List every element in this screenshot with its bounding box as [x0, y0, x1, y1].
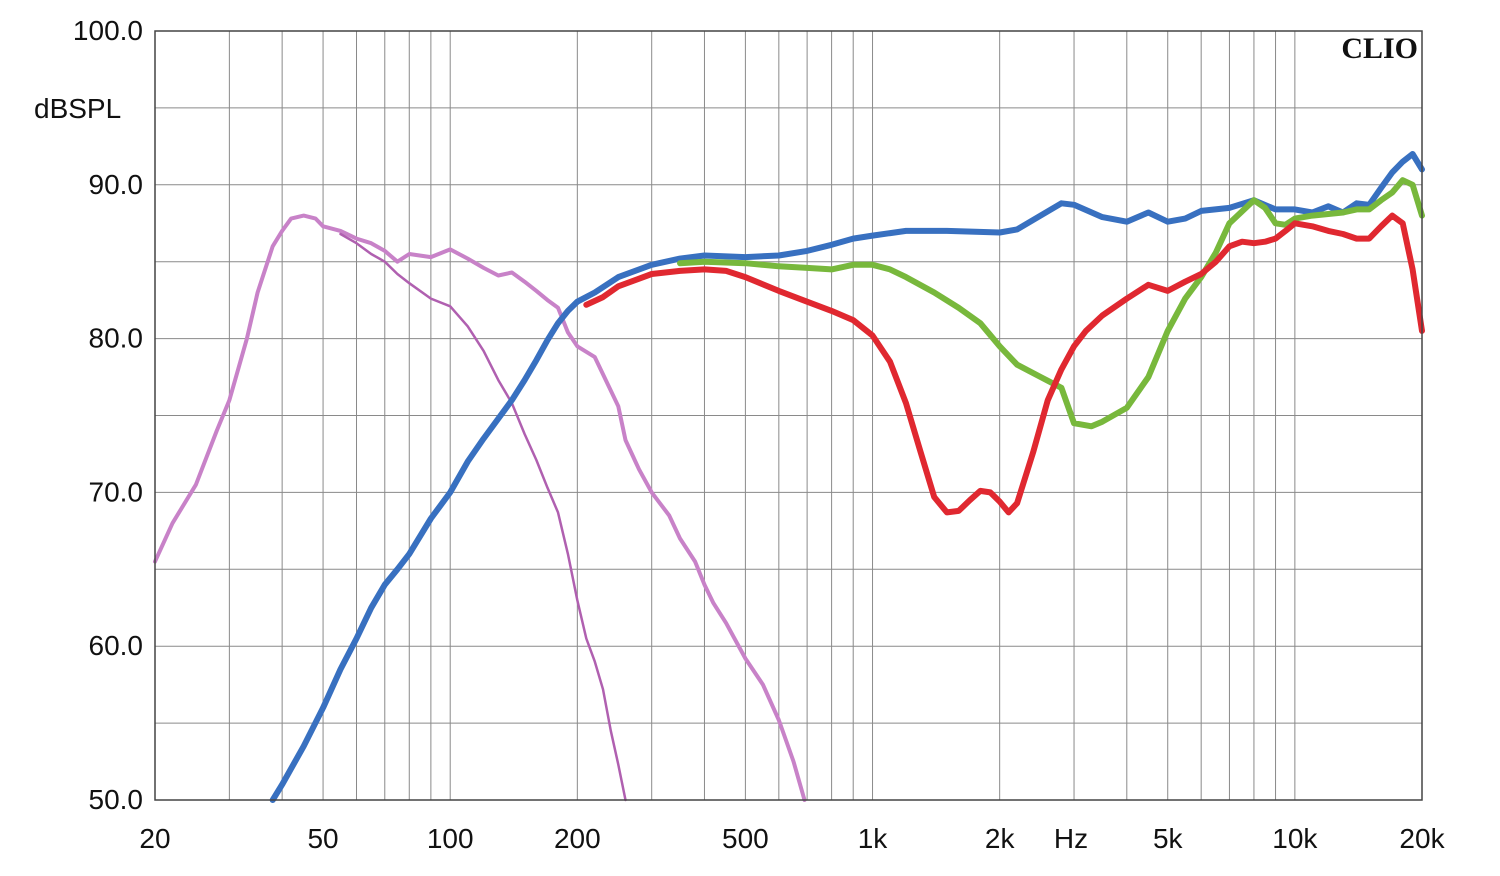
plot-area-frame [154, 30, 1423, 801]
x-tick-label: 1k [858, 823, 889, 854]
series-lines [153, 151, 1425, 803]
x-tick-label: 20k [1399, 823, 1445, 854]
y-tick-label: 100.0 [73, 15, 143, 46]
y-tick-label: 90.0 [89, 169, 144, 200]
y-axis-tick-labels: 50.0 60.0 70.0 80.0 90.0 100.0 [73, 15, 143, 815]
x-tick-label: 5k [1153, 823, 1184, 854]
series-line-4 [677, 177, 1425, 430]
x-axis-tick-labels: 20 50 100 200 500 1k 2k 5k 10k 20k [139, 823, 1445, 854]
x-tick-label: 10k [1272, 823, 1318, 854]
series-line-3 [269, 151, 1425, 803]
x-axis-unit-label: Hz [1054, 823, 1088, 854]
y-axis-label: dBSPL [34, 93, 121, 124]
y-tick-label: 70.0 [89, 476, 144, 507]
x-tick-label: 2k [985, 823, 1016, 854]
series-line-1 [153, 213, 807, 802]
y-tick-label: 50.0 [89, 784, 144, 815]
x-tick-label: 50 [307, 823, 338, 854]
x-tick-label: 500 [722, 823, 769, 854]
y-tick-label: 80.0 [89, 323, 144, 354]
series-line-2 [339, 232, 627, 802]
x-tick-label: 200 [554, 823, 601, 854]
x-tick-label: 20 [139, 823, 170, 854]
x-tick-label: 100 [427, 823, 474, 854]
series-line-5 [583, 212, 1425, 516]
clio-logo-text: CLIO [1341, 32, 1418, 65]
y-tick-label: 60.0 [89, 630, 144, 661]
